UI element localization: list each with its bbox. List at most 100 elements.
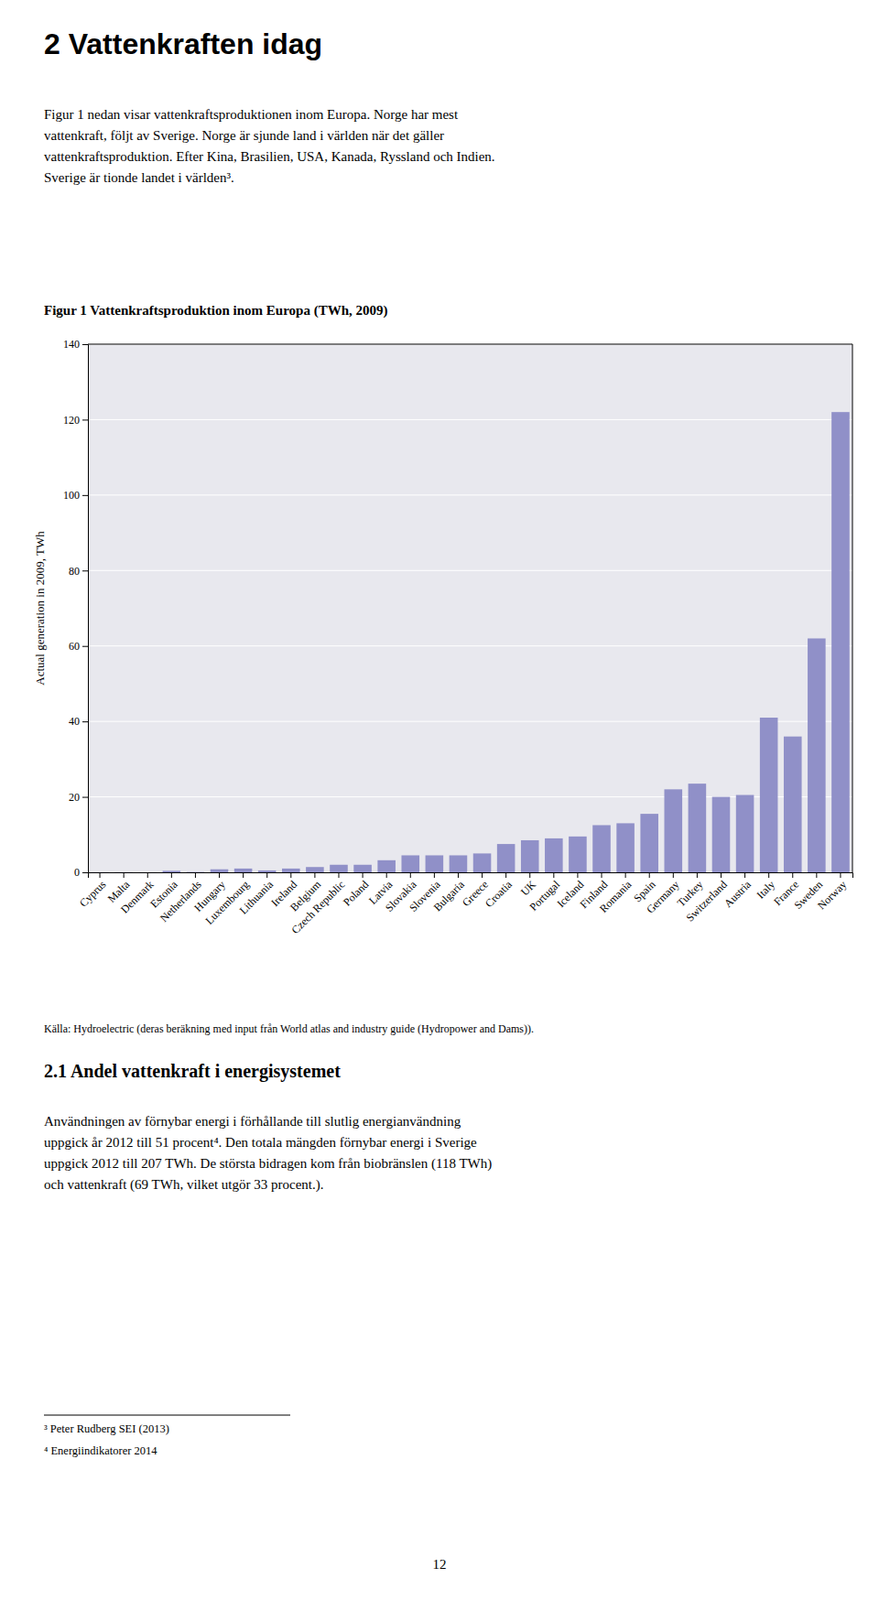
bar [497,844,516,873]
tick-mark [82,344,88,346]
section-title: 2.1 Andel vattenkraft i energisystemet [43,1061,341,1083]
tick-mark [290,872,292,879]
text-line: ³ Peter Rudberg SEI (2013) [43,1422,170,1436]
bar [329,865,348,873]
tick: Croatia [482,872,515,911]
bar [282,868,301,873]
bar [831,412,850,873]
text-line: och vattenkraft (69 TWh, vilket utgör 33… [43,1177,324,1194]
bar [688,783,707,873]
tick-mark [672,872,674,879]
tick: Switzerland [683,872,729,925]
tick: 120 [63,413,88,427]
tick-mark [82,495,88,497]
tick-mark [82,570,88,572]
bar [449,855,468,873]
bar [616,823,635,873]
bar [210,869,229,873]
grid-line [87,570,853,572]
tick: Cyprus [76,872,109,911]
tick-mark [505,872,507,879]
tick-mark [410,872,412,879]
tick-label: Romania [596,878,635,916]
bar [401,855,420,873]
tick-label: Germany [643,878,682,916]
tick: 0 [74,866,88,879]
bar [234,868,253,873]
text-line: uppgick 2012 till 207 TWh. De största bi… [43,1156,492,1172]
tick-label: Croatia [482,878,515,911]
grid-line [87,419,853,421]
tick: Czech Republic [288,872,348,937]
bar [114,871,133,873]
tick-mark [744,872,746,879]
bar [759,717,779,873]
bar [186,871,206,873]
tick-label: 20 [68,791,80,804]
tick: Lithuania [237,872,277,918]
grid-line [87,344,853,346]
bar [377,860,396,873]
bar [807,638,826,873]
tick-label: 0 [74,866,80,879]
tick-label: Norway [814,878,849,912]
tick-mark [529,872,531,879]
tick-mark [266,872,268,879]
grid-line [87,645,853,647]
tick-label: Portugal [527,878,564,914]
tick-label: Czech Republic [288,878,348,937]
text-line: uppgick år 2012 till 51 procent⁴. Den to… [43,1135,478,1151]
chart: 020406080100120140CyprusMaltaDenmarkEsto… [32,337,854,937]
frame-line [87,344,853,346]
tick-mark [82,419,88,421]
x-axis: CyprusMaltaDenmarkEstoniaNetherlandsHung… [76,872,854,937]
tick: Poland [340,872,371,910]
chart-title: Figur 1 Vattenkraftsproduktion inom Euro… [43,303,389,319]
tick: Bulgaria [431,872,468,914]
tick-mark [99,872,101,879]
tick-mark [720,872,722,879]
tick-mark [362,872,364,879]
tick-mark [815,872,817,879]
tick: Germany [643,872,682,917]
tick-label: 60 [68,640,80,653]
tick-mark [553,872,554,879]
tick-mark [171,872,173,879]
tick-label: Austria [721,878,754,911]
axis-line [82,345,89,874]
tick: Romania [596,872,635,916]
bar [568,836,587,873]
frame-line [852,344,854,873]
page-number: 12 [433,1557,447,1573]
bar [473,853,492,873]
bar [712,797,731,873]
bar [640,813,659,873]
tick-label: 40 [68,715,80,728]
bar [138,871,157,873]
text-line: Figur 1 nedan visar vattenkraftsprodukti… [43,107,459,122]
axis-line [88,873,854,879]
tick-mark [576,872,578,879]
y-axis: 020406080100120140 [63,337,89,879]
text-line: Användningen av förnybar energi i förhål… [43,1114,462,1129]
tick: 20 [68,791,88,804]
tick-mark [696,872,698,879]
tick-mark [386,872,388,879]
tick-mark [649,872,651,879]
text-line: vattenkraftsproduktion. Efter Kina, Bras… [43,149,496,164]
text-line: vattenkraft, följt av Sverige. Norge är … [43,128,445,143]
text-block: ³ Peter Rudberg SEI (2013)⁴ Energiindika… [43,1422,170,1458]
tick-mark [218,872,220,879]
tick-mark [337,872,339,879]
tick: 40 [68,715,88,728]
tick: 100 [63,488,88,502]
tick: 140 [63,337,88,351]
tick-label: 100 [63,488,80,502]
tick-mark [457,872,459,879]
tick: Denmark [118,872,156,917]
text-block: Figur 1 nedan visar vattenkraftsprodukti… [43,107,496,185]
grid-line [87,721,853,723]
footnote-rule [43,1415,291,1417]
page-heading: 2 Vattenkraften idag [43,27,323,61]
tick-mark [242,872,244,879]
